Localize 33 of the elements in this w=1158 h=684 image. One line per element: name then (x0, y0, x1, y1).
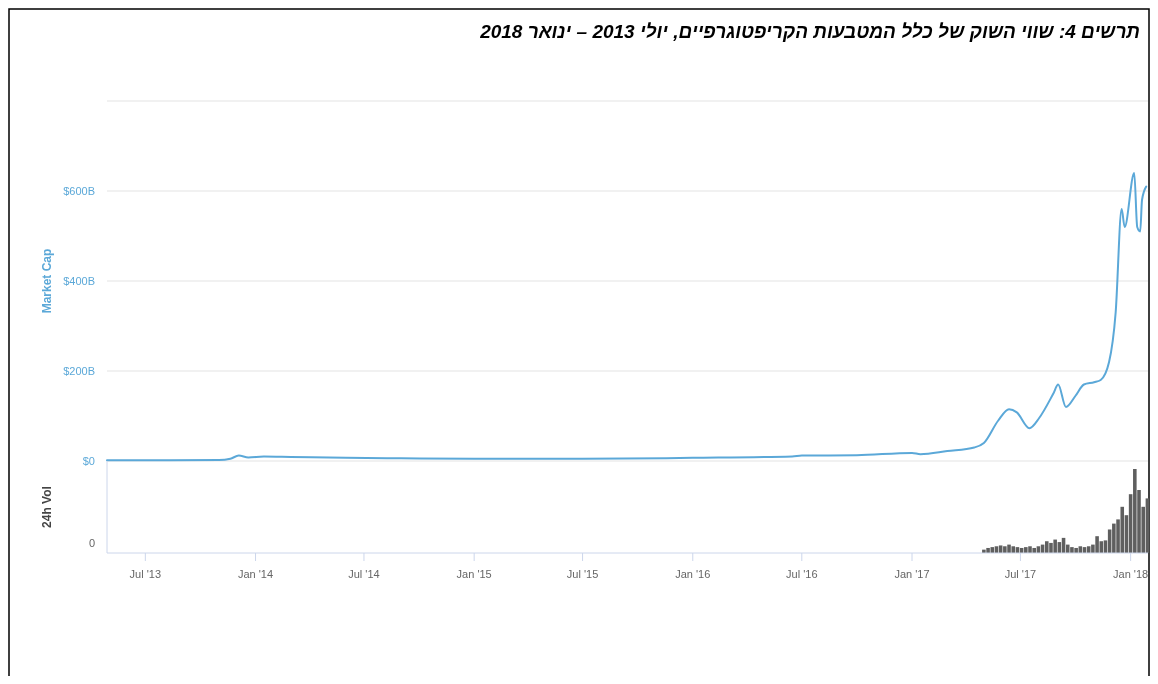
bar (1044, 541, 1049, 553)
x-tick-label: Jan '16 (675, 568, 711, 580)
line-series (106, 172, 1148, 462)
y-axis-title: 24h Vol (40, 486, 54, 528)
bar (1095, 536, 1099, 553)
y-tick-label: $600B (63, 185, 95, 197)
x-tick-label: Jul '15 (566, 568, 599, 580)
y-tick-label: $0 (82, 455, 95, 467)
bar (1028, 546, 1032, 553)
y-tick-label: $200B (63, 365, 95, 377)
bar (1011, 546, 1016, 553)
bar (1133, 469, 1137, 553)
chart-title: תרשים 4: שווי השוק של כלל המטבעות הקריפטוגרפיים, יולי 2013 – ינואר 2018 (479, 21, 1140, 42)
bar (1112, 523, 1116, 553)
text: 0 (88, 537, 95, 549)
x-tick-label: Jan '14 (237, 568, 274, 580)
x-tick-label: Jan '17 (894, 568, 930, 580)
bar (1007, 544, 1011, 553)
bar (1120, 506, 1125, 553)
x-tick-label: Jul '14 (348, 568, 380, 580)
y-tick-label: $400B (63, 275, 95, 287)
x-tick-label: Jul '17 (1004, 568, 1037, 580)
x-tick-label: Jul '16 (786, 568, 818, 580)
x-tick-label: Jan '18 (1113, 568, 1149, 580)
bar (1070, 547, 1074, 553)
bar (990, 547, 995, 553)
bar (1024, 547, 1028, 553)
x-tick-label: Jan '15 (456, 568, 492, 580)
bar (1003, 546, 1007, 553)
bar (1053, 539, 1057, 553)
x-tick-label: Jul '13 (129, 568, 162, 580)
bar (1049, 542, 1053, 553)
y-axis-title: Market Cap (40, 248, 54, 314)
